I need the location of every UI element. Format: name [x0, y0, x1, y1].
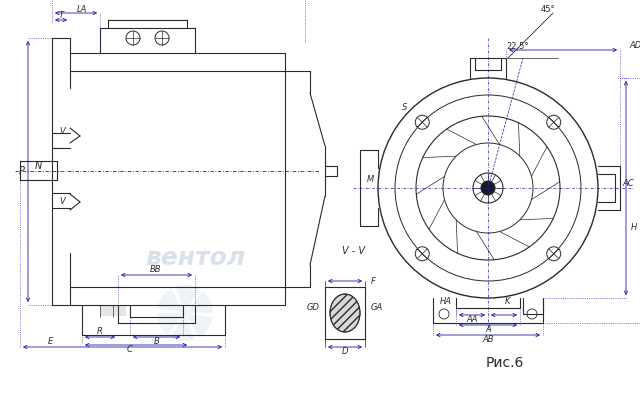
Text: S: S: [403, 103, 408, 112]
Wedge shape: [171, 313, 195, 341]
Text: 22,5°: 22,5°: [507, 42, 529, 50]
Text: 45°: 45°: [541, 6, 556, 15]
Text: E: E: [47, 338, 52, 347]
Text: Рис.6: Рис.6: [486, 356, 524, 370]
Text: P: P: [19, 166, 25, 176]
Text: AB: AB: [483, 336, 493, 345]
Text: H: H: [631, 224, 637, 233]
Wedge shape: [185, 292, 213, 313]
Text: вентол: вентол: [145, 246, 245, 270]
Text: C: C: [127, 345, 133, 354]
Text: A: A: [485, 325, 491, 334]
Text: M: M: [366, 176, 374, 184]
Text: T: T: [58, 11, 63, 20]
Wedge shape: [175, 285, 199, 313]
Text: K: K: [505, 296, 511, 305]
Text: AD: AD: [630, 42, 640, 50]
Text: N: N: [35, 161, 42, 171]
Text: AA: AA: [467, 316, 477, 325]
Text: GD: GD: [307, 303, 319, 312]
Text: AC: AC: [622, 178, 634, 187]
Wedge shape: [185, 313, 212, 337]
Text: LA: LA: [77, 4, 87, 13]
Wedge shape: [157, 289, 185, 313]
Text: F: F: [371, 277, 376, 285]
Text: V - V: V - V: [342, 246, 365, 256]
Text: B: B: [154, 338, 160, 347]
Text: GA: GA: [371, 303, 383, 312]
Text: HA: HA: [440, 296, 452, 305]
Text: R: R: [97, 327, 103, 336]
Ellipse shape: [330, 294, 360, 332]
Circle shape: [481, 181, 495, 195]
Text: D: D: [342, 347, 348, 356]
Text: BB: BB: [150, 266, 162, 274]
Wedge shape: [157, 313, 185, 334]
Text: V: V: [59, 196, 65, 206]
Text: V: V: [59, 127, 65, 136]
